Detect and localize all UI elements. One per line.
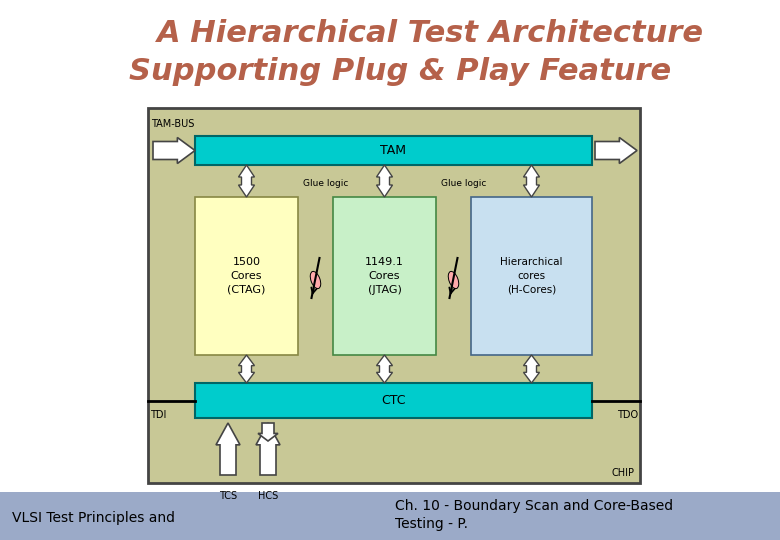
Text: Cores: Cores — [369, 271, 400, 281]
Text: Testing - P.: Testing - P. — [395, 517, 468, 531]
Bar — [0, 492, 780, 540]
Polygon shape — [258, 423, 278, 441]
Bar — [333, 197, 436, 355]
Text: CHIP: CHIP — [612, 468, 635, 478]
Text: HCS: HCS — [258, 491, 278, 501]
Bar — [195, 197, 298, 355]
Bar — [471, 197, 592, 355]
Polygon shape — [377, 165, 392, 197]
Polygon shape — [239, 355, 254, 383]
Bar — [195, 383, 592, 418]
Bar — [148, 108, 640, 483]
Text: (CTAG): (CTAG) — [227, 285, 266, 295]
Text: TDI: TDI — [150, 410, 166, 421]
Text: Glue logic: Glue logic — [303, 179, 348, 187]
Text: Hierarchical: Hierarchical — [500, 257, 562, 267]
Bar — [195, 136, 592, 165]
Text: A Hierarchical Test Architecture: A Hierarchical Test Architecture — [157, 18, 704, 48]
Polygon shape — [153, 138, 195, 164]
Text: Glue logic: Glue logic — [441, 179, 486, 187]
Text: (H-Cores): (H-Cores) — [507, 285, 556, 295]
Text: Supporting Plug & Play Feature: Supporting Plug & Play Feature — [129, 57, 671, 86]
Text: TCS: TCS — [219, 491, 237, 501]
Ellipse shape — [448, 272, 459, 288]
Text: TDO: TDO — [617, 410, 638, 421]
Text: TAM-BUS: TAM-BUS — [151, 119, 194, 129]
Text: TAM: TAM — [381, 144, 406, 157]
Polygon shape — [523, 355, 540, 383]
Ellipse shape — [310, 272, 321, 288]
Polygon shape — [523, 165, 540, 197]
Text: CTC: CTC — [381, 394, 406, 407]
Text: 1500: 1500 — [232, 257, 261, 267]
Text: VLSI Test Principles and: VLSI Test Principles and — [12, 511, 175, 525]
Polygon shape — [256, 423, 280, 475]
Text: cores: cores — [517, 271, 545, 281]
Polygon shape — [595, 138, 637, 164]
Text: (JTAG): (JTAG) — [367, 285, 402, 295]
Text: 1149.1: 1149.1 — [365, 257, 404, 267]
Polygon shape — [239, 165, 254, 197]
Polygon shape — [377, 355, 392, 383]
Text: Cores: Cores — [231, 271, 262, 281]
Text: Ch. 10 - Boundary Scan and Core-Based: Ch. 10 - Boundary Scan and Core-Based — [395, 499, 673, 513]
Polygon shape — [216, 423, 240, 475]
